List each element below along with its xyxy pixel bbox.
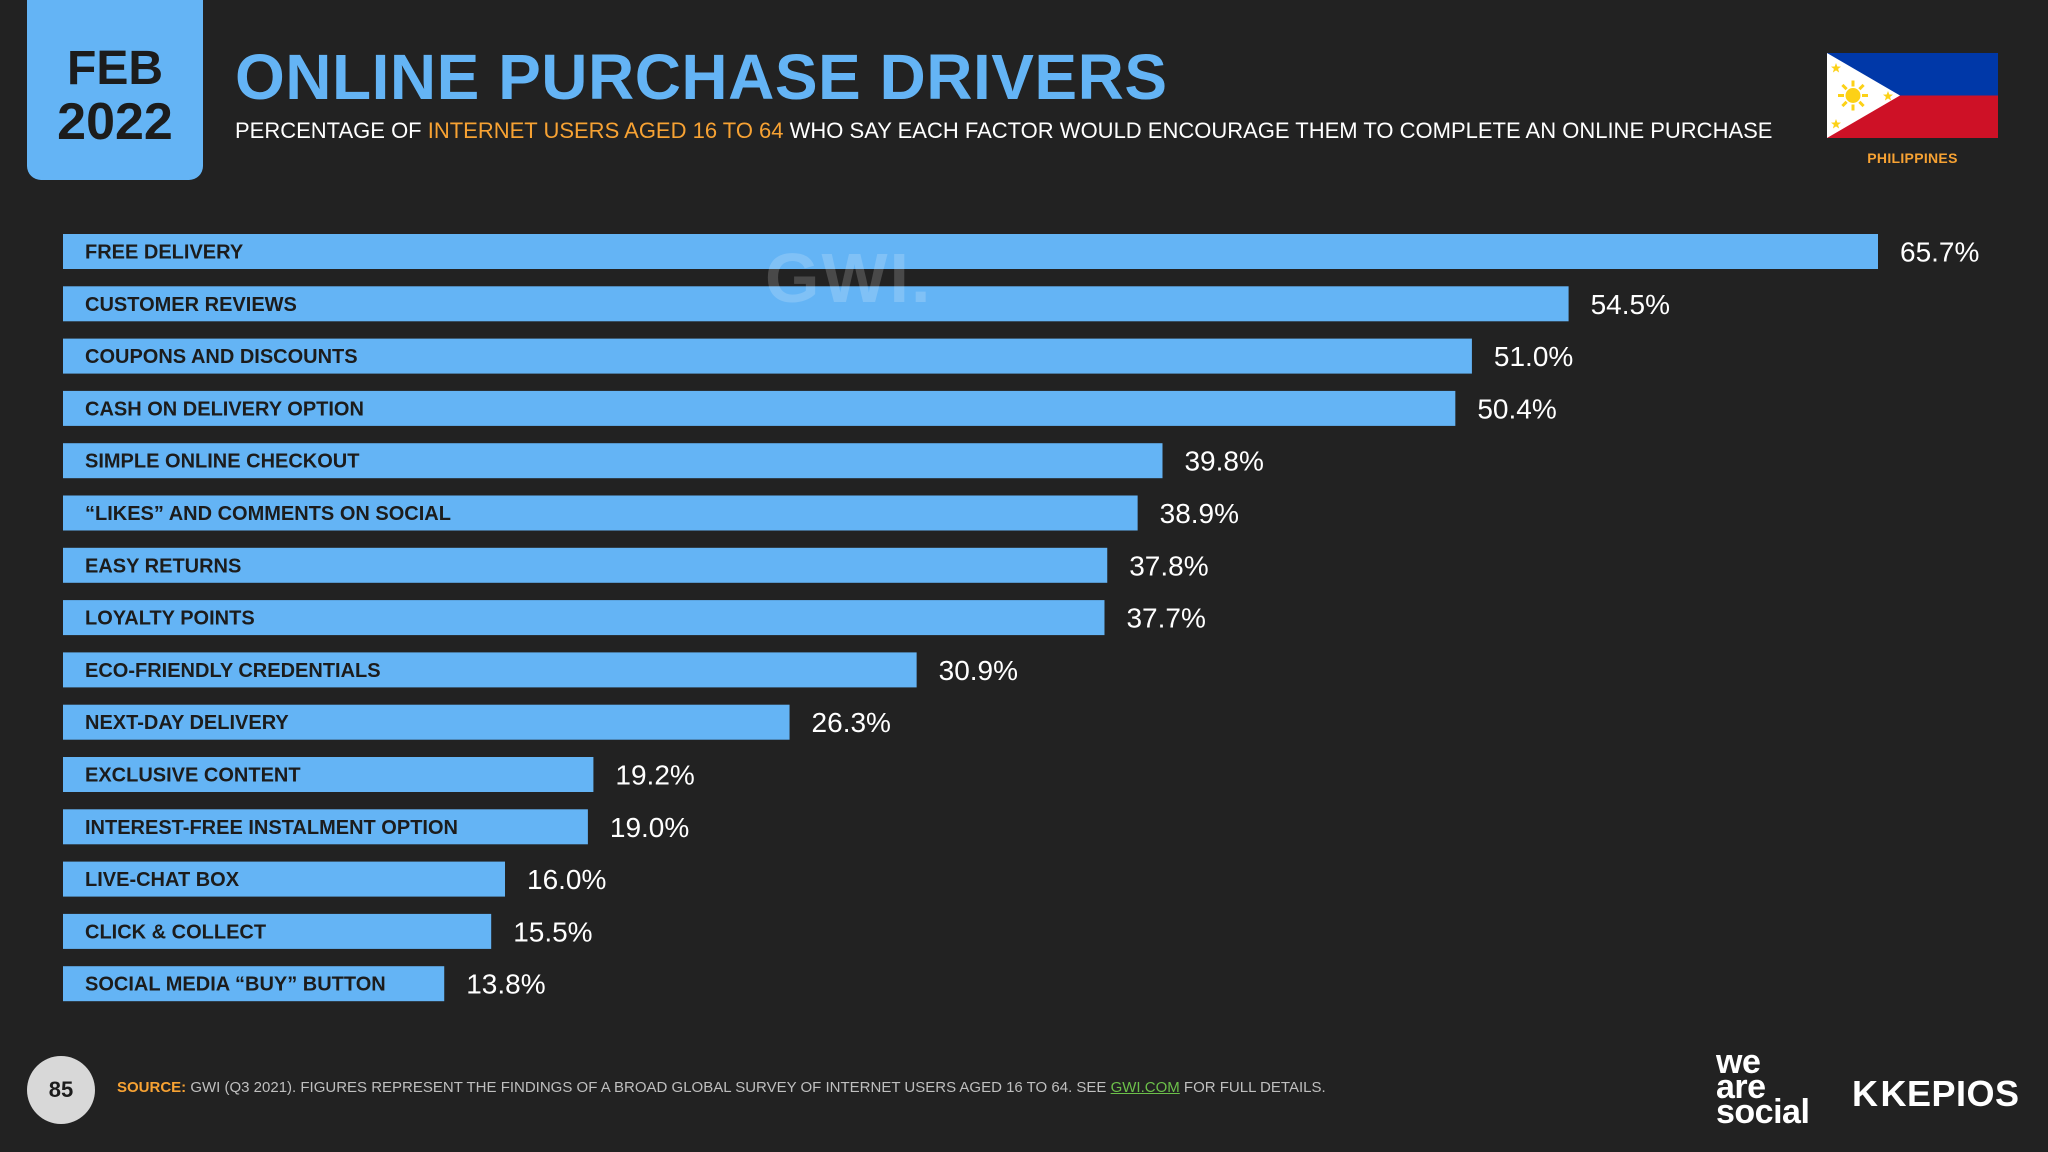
bar-chart: FREE DELIVERY 65.7%CUSTOMER REVIEWS 54.5%C… xyxy=(63,234,1979,1002)
bar-label: NEXT-DAY DELIVERY xyxy=(85,712,289,734)
we-are-social-logo: we are social xyxy=(1716,1043,1810,1131)
bar xyxy=(63,809,588,845)
bar xyxy=(63,338,1472,374)
bar-group: CASH ON DELIVERY OPTION 50.4% xyxy=(63,390,1557,426)
bar xyxy=(63,913,492,949)
bar xyxy=(63,443,1163,479)
bar-group: CLICK & COLLECT 15.5% xyxy=(63,913,593,949)
bar-group: “LIKES” AND COMMENTS ON SOCIAL 38.9% xyxy=(63,495,1239,531)
bar-label: FREE DELIVERY xyxy=(85,242,244,264)
brand-line-1: we xyxy=(1716,1043,1761,1081)
bar xyxy=(63,966,445,1002)
bar-group: INTEREST-FREE INSTALMENT OPTION 19.0% xyxy=(63,809,689,845)
bar-value-label: 37.8% xyxy=(1129,550,1208,581)
bar-label: “LIKES” AND COMMENTS ON SOCIAL xyxy=(85,503,451,525)
page-number: 85 xyxy=(27,1056,95,1124)
bar-group: ECO-FRIENDLY CREDENTIALS 30.9% xyxy=(63,652,1018,688)
bar-value-label: 16.0% xyxy=(527,864,606,895)
bar-value-label: 38.9% xyxy=(1160,498,1239,529)
page-title: ONLINE PURCHASE DRIVERS xyxy=(235,41,1168,113)
bar xyxy=(63,390,1456,426)
bar-group: SOCIAL MEDIA “BUY” BUTTON 13.8% xyxy=(63,966,546,1002)
brand-line-3: social xyxy=(1716,1093,1810,1131)
source-note: SOURCE: GWI (Q3 2021). FIGURES REPRESENT… xyxy=(117,1078,1326,1098)
kepios-name: KEPIOS xyxy=(1880,1073,2020,1114)
gwi-watermark: GWI. xyxy=(765,239,933,317)
bar-label: CUSTOMER REVIEWS xyxy=(85,294,297,316)
bar-label: LIVE-CHAT BOX xyxy=(85,869,240,891)
kepios-logo: KKEPIOS xyxy=(1852,1074,2020,1114)
bar-value-label: 13.8% xyxy=(466,969,545,1000)
bar-group: SIMPLE ONLINE CHECKOUT 39.8% xyxy=(63,443,1264,479)
kepios-mark-icon: K xyxy=(1852,1073,1879,1114)
subtitle-prefix: PERCENTAGE OF xyxy=(235,118,428,143)
source-label: SOURCE: xyxy=(117,1079,187,1096)
country-label: PHILIPPINES xyxy=(1867,150,1958,166)
bar-group: LOYALTY POINTS 37.7% xyxy=(63,600,1206,636)
bar-label: LOYALTY POINTS xyxy=(85,608,255,630)
bar-label: CLICK & COLLECT xyxy=(85,921,266,943)
bar-label: SIMPLE ONLINE CHECKOUT xyxy=(85,451,359,473)
source-text: GWI (Q3 2021). FIGURES REPRESENT THE FIN… xyxy=(186,1079,1111,1096)
date-month: FEB xyxy=(67,42,163,95)
philippines-flag-icon xyxy=(1827,53,1998,138)
brand-line-2: are xyxy=(1716,1068,1766,1106)
bar-value-label: 30.9% xyxy=(939,655,1018,686)
bar-value-label: 50.4% xyxy=(1477,393,1556,424)
bar xyxy=(63,704,790,740)
bar-group: CUSTOMER REVIEWS 54.5% xyxy=(63,286,1670,322)
bar-label: EASY RETURNS xyxy=(85,555,241,577)
bar-value-label: 37.7% xyxy=(1126,603,1205,634)
bar-value-label: 54.5% xyxy=(1591,289,1670,320)
bar-group: NEXT-DAY DELIVERY 26.3% xyxy=(63,704,891,740)
bar-group: EXCLUSIVE CONTENT 19.2% xyxy=(63,757,695,792)
bar-value-label: 65.7% xyxy=(1900,237,1979,268)
bar-value-label: 26.3% xyxy=(812,707,891,738)
bar xyxy=(63,234,1878,269)
bar xyxy=(63,495,1138,531)
bar-group: FREE DELIVERY 65.7% xyxy=(63,234,1979,269)
bar-value-label: 19.0% xyxy=(610,812,689,843)
bar-label: SOCIAL MEDIA “BUY” BUTTON xyxy=(85,974,386,996)
date-tab: FEB 2022 xyxy=(27,0,203,180)
bar-value-label: 51.0% xyxy=(1494,341,1573,372)
bar xyxy=(63,757,594,792)
bar-group: LIVE-CHAT BOX 16.0% xyxy=(63,861,606,897)
bar-group: COUPONS AND DISCOUNTS 51.0% xyxy=(63,338,1573,374)
bar xyxy=(63,861,506,897)
bar xyxy=(63,652,917,688)
bar-label: INTEREST-FREE INSTALMENT OPTION xyxy=(85,817,458,839)
bar-label: ECO-FRIENDLY CREDENTIALS xyxy=(85,660,381,682)
bar-group: EASY RETURNS 37.8% xyxy=(63,547,1209,583)
source-tail: FOR FULL DETAILS. xyxy=(1179,1079,1326,1096)
date-year: 2022 xyxy=(57,93,173,151)
bar xyxy=(63,600,1105,636)
bar-value-label: 19.2% xyxy=(615,760,694,791)
bar-label: EXCLUSIVE CONTENT xyxy=(85,765,301,787)
bar-value-label: 15.5% xyxy=(513,916,592,947)
bar-label: CASH ON DELIVERY OPTION xyxy=(85,398,364,420)
page-subtitle: PERCENTAGE OF INTERNET USERS AGED 16 TO … xyxy=(235,118,1772,144)
subtitle-suffix: WHO SAY EACH FACTOR WOULD ENCOURAGE THEM… xyxy=(783,118,1773,143)
subtitle-highlight: INTERNET USERS AGED 16 TO 64 xyxy=(427,118,784,143)
bar-value-label: 39.8% xyxy=(1184,446,1263,477)
source-link[interactable]: GWI.COM xyxy=(1110,1079,1180,1096)
bar xyxy=(63,547,1108,583)
bar-label: COUPONS AND DISCOUNTS xyxy=(85,346,358,368)
bar xyxy=(63,286,1569,322)
